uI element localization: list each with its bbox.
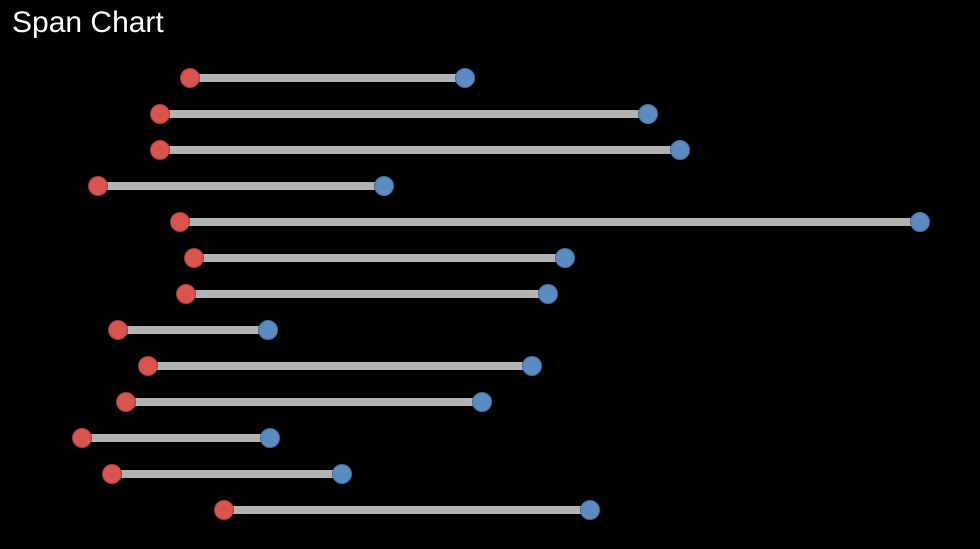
chart-title: Span Chart	[12, 6, 164, 40]
span-start-marker	[180, 68, 200, 88]
span-bar	[126, 398, 482, 406]
span-end-marker	[522, 356, 542, 376]
span-row	[0, 284, 980, 304]
span-end-marker	[332, 464, 352, 484]
span-start-marker	[102, 464, 122, 484]
span-end-marker	[670, 140, 690, 160]
span-start-marker	[72, 428, 92, 448]
span-bar	[112, 470, 342, 478]
span-start-marker	[116, 392, 136, 412]
span-row	[0, 68, 980, 88]
span-start-marker	[88, 176, 108, 196]
span-start-marker	[184, 248, 204, 268]
span-start-marker	[150, 104, 170, 124]
span-end-marker	[580, 500, 600, 520]
span-row	[0, 140, 980, 160]
span-start-marker	[108, 320, 128, 340]
span-end-marker	[260, 428, 280, 448]
span-row	[0, 428, 980, 448]
span-bar	[160, 110, 648, 118]
span-bar	[82, 434, 270, 442]
span-row	[0, 104, 980, 124]
span-end-marker	[472, 392, 492, 412]
span-row	[0, 464, 980, 484]
span-bar	[180, 218, 920, 226]
span-row	[0, 392, 980, 412]
span-bar	[98, 182, 384, 190]
span-chart	[0, 68, 980, 538]
span-row	[0, 356, 980, 376]
span-bar	[160, 146, 680, 154]
span-row	[0, 500, 980, 520]
span-bar	[194, 254, 565, 262]
span-end-marker	[555, 248, 575, 268]
span-start-marker	[150, 140, 170, 160]
span-bar	[190, 74, 465, 82]
span-bar	[118, 326, 268, 334]
span-end-marker	[638, 104, 658, 124]
span-start-marker	[176, 284, 196, 304]
span-bar	[186, 290, 548, 298]
span-end-marker	[538, 284, 558, 304]
span-bar	[148, 362, 532, 370]
span-end-marker	[910, 212, 930, 232]
span-start-marker	[170, 212, 190, 232]
span-row	[0, 176, 980, 196]
span-end-marker	[258, 320, 278, 340]
span-row	[0, 212, 980, 232]
span-end-marker	[374, 176, 394, 196]
span-bar	[224, 506, 590, 514]
span-start-marker	[214, 500, 234, 520]
span-start-marker	[138, 356, 158, 376]
span-row	[0, 248, 980, 268]
span-row	[0, 320, 980, 340]
span-end-marker	[455, 68, 475, 88]
